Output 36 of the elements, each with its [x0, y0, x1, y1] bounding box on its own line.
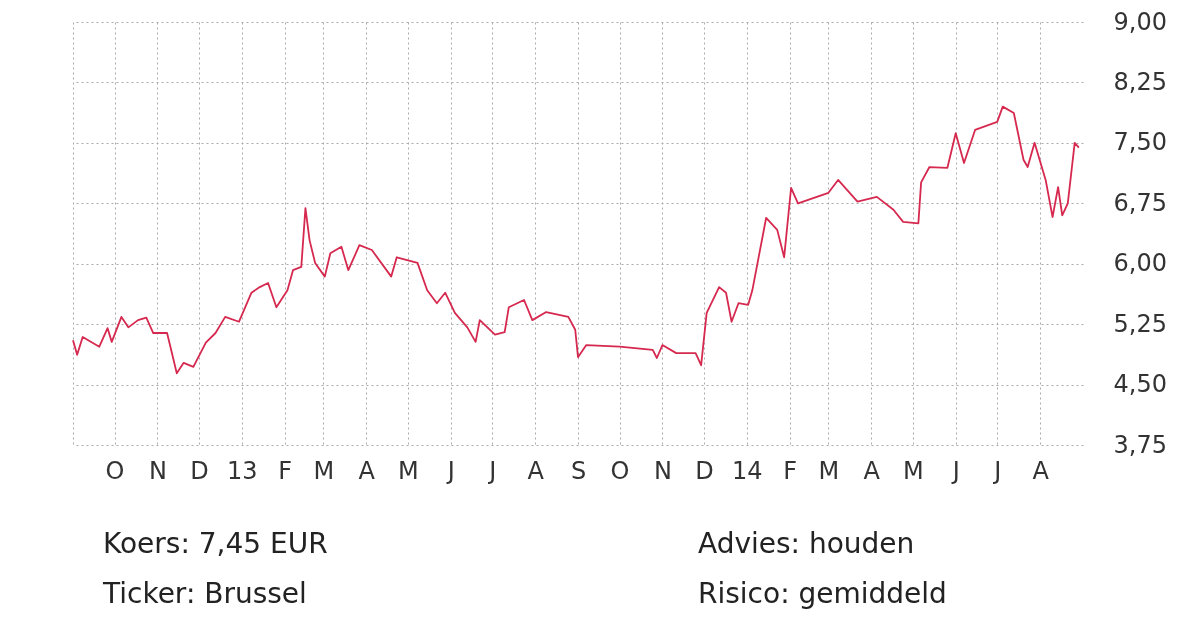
x-tick-label: D: [190, 456, 209, 485]
x-tick-label: O: [105, 456, 125, 485]
text: Ticker: Brussel: [102, 577, 307, 610]
x-tick-label: D: [695, 456, 714, 485]
y-tick-label: 7,50: [1113, 128, 1167, 157]
x-tick-label: J: [950, 456, 960, 485]
y-tick-label: 4,50: [1113, 370, 1167, 399]
text: Risico: gemiddeld: [698, 577, 947, 610]
x-tick-label: J: [445, 456, 455, 485]
y-tick-label: 8,25: [1113, 67, 1167, 96]
x-tick-label: M: [902, 456, 924, 485]
y-tick-label: 5,25: [1113, 309, 1167, 338]
y-tick-label: 6,75: [1113, 188, 1167, 217]
x-tick-label: M: [397, 456, 419, 485]
line-series: [72, 105, 1080, 375]
x-tick-label: 13: [227, 456, 258, 485]
x-tick-label: A: [527, 456, 545, 485]
y-tick-label: 3,75: [1113, 430, 1167, 459]
y-tick-label: 9,00: [1113, 7, 1167, 36]
x-tick-label: A: [358, 456, 376, 485]
x-tick-label: F: [278, 456, 293, 485]
x-tick-label: N: [148, 456, 167, 485]
x-tick-label: 14: [732, 456, 763, 485]
x-tick-label: A: [863, 456, 881, 485]
x-tick-label: M: [818, 456, 840, 485]
x-tick-label: A: [1032, 456, 1050, 485]
x-tick-label: O: [610, 456, 630, 485]
x-tick-label: S: [570, 456, 587, 485]
x-tick-label: F: [783, 456, 798, 485]
y-tick-label: 6,00: [1113, 249, 1167, 278]
x-tick-label: N: [653, 456, 672, 485]
x-tick-label: J: [992, 456, 1002, 485]
x-tick-label: J: [487, 456, 497, 485]
x-tick-label: M: [313, 456, 335, 485]
text: Advies: houden: [698, 527, 915, 560]
text: Koers: 7,45 EUR: [103, 527, 328, 560]
